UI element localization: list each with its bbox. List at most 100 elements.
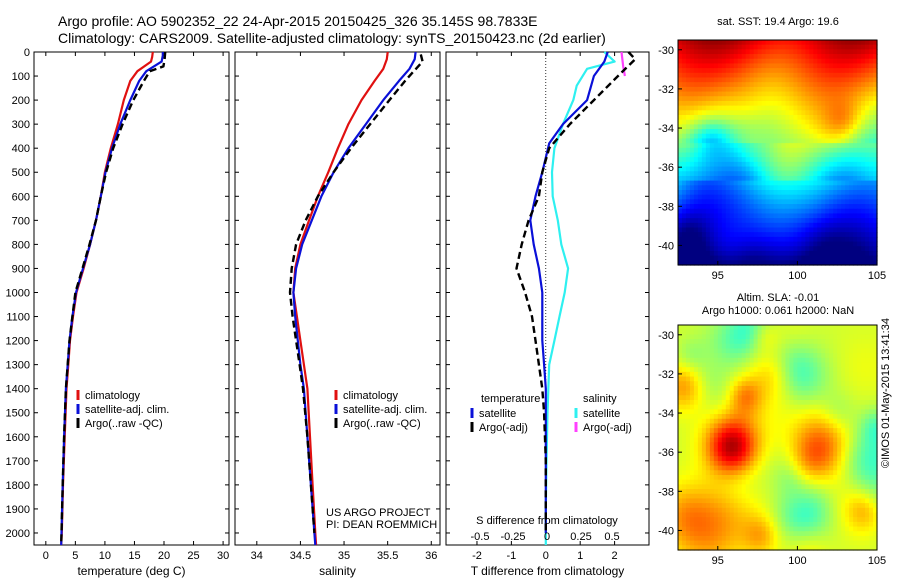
map-cell — [785, 250, 791, 257]
map-cell — [869, 357, 874, 364]
map-cell — [833, 535, 838, 542]
map-cell — [809, 218, 814, 224]
map-cell — [853, 185, 858, 191]
map-cell — [685, 138, 691, 144]
map-cell — [825, 343, 830, 350]
map-cell — [693, 190, 699, 196]
map-cell — [861, 521, 866, 528]
map-cell — [713, 86, 719, 93]
map-cell — [721, 334, 727, 340]
map-cell — [681, 222, 687, 229]
map-cell — [865, 362, 870, 368]
map-cell — [681, 517, 687, 523]
map-cell — [713, 470, 719, 476]
map-cell — [809, 470, 814, 476]
map-cell — [865, 381, 870, 387]
map-cell — [793, 49, 798, 55]
map-cell — [801, 175, 806, 182]
map-cell — [741, 475, 747, 481]
map-cell — [681, 77, 687, 83]
map-cell — [801, 526, 806, 532]
map-cell — [813, 446, 818, 453]
map-cell — [721, 521, 727, 528]
map-cell — [797, 143, 802, 149]
map-cell — [785, 400, 791, 406]
map-cell — [781, 343, 787, 350]
map-cell — [849, 166, 854, 172]
map-cell — [757, 442, 763, 448]
map-cell — [809, 381, 814, 387]
map-cell — [797, 357, 802, 364]
map-cell — [685, 232, 691, 238]
map-cell — [801, 329, 806, 335]
map-cell — [681, 437, 687, 443]
map-cell — [817, 166, 822, 172]
map-cell — [857, 437, 862, 443]
map-cell — [765, 44, 771, 50]
map-cell — [709, 232, 715, 238]
map-cell — [837, 100, 842, 107]
map-cell — [773, 227, 779, 233]
map-cell — [765, 465, 771, 471]
map-cell — [793, 124, 798, 130]
map-cell — [833, 489, 838, 495]
map-cell — [725, 133, 731, 140]
map-cell — [725, 40, 731, 46]
map-cell — [713, 535, 719, 542]
map-cell — [869, 446, 874, 453]
map-cell — [817, 119, 822, 125]
map-cell — [697, 194, 703, 200]
map-cell — [869, 460, 874, 467]
map-cell — [865, 451, 870, 457]
map-cell — [717, 208, 723, 215]
map-cell — [721, 498, 727, 504]
map-cell — [845, 246, 850, 252]
map-cell — [733, 489, 739, 495]
map-cell — [765, 512, 771, 518]
map-cell — [713, 180, 719, 186]
map-cell — [729, 489, 735, 495]
map-cell — [745, 157, 751, 163]
map-cell — [765, 489, 771, 495]
map-cell — [745, 110, 751, 116]
map-cell — [841, 260, 846, 266]
map-cell — [833, 63, 838, 69]
map-cell — [833, 498, 838, 504]
map-cell — [729, 72, 735, 79]
map-cell — [769, 376, 775, 382]
map-cell — [873, 166, 878, 172]
map-cell — [693, 96, 699, 102]
map-cell — [745, 77, 751, 83]
map-cell — [821, 175, 826, 182]
map-cell — [761, 110, 767, 116]
map-cell — [793, 517, 798, 523]
map-cell — [817, 199, 822, 205]
map-cell — [745, 385, 751, 392]
map-cell — [769, 236, 775, 243]
map-cell — [737, 390, 743, 396]
map-cell — [805, 456, 810, 462]
map-cell — [789, 208, 795, 215]
map-cell — [733, 171, 739, 177]
map-cell — [841, 470, 846, 476]
map-cell — [829, 115, 834, 121]
map-cell — [837, 432, 842, 439]
map-cell — [829, 535, 834, 542]
map-cell — [681, 124, 687, 130]
map-cell — [741, 348, 747, 354]
map-cell — [737, 521, 743, 528]
map-cell — [713, 185, 719, 191]
map-cell — [721, 339, 727, 345]
map-cell — [729, 535, 735, 542]
map-cell — [685, 418, 691, 425]
map-cell — [753, 129, 759, 135]
map-cell — [849, 334, 854, 340]
map-cell — [857, 503, 862, 509]
map-cell — [849, 325, 854, 331]
map-cell — [833, 58, 838, 65]
map-cell — [741, 517, 747, 523]
map-cell — [725, 535, 731, 542]
map-cell — [865, 367, 870, 373]
map-cell — [773, 409, 779, 415]
map-cell — [697, 343, 703, 350]
